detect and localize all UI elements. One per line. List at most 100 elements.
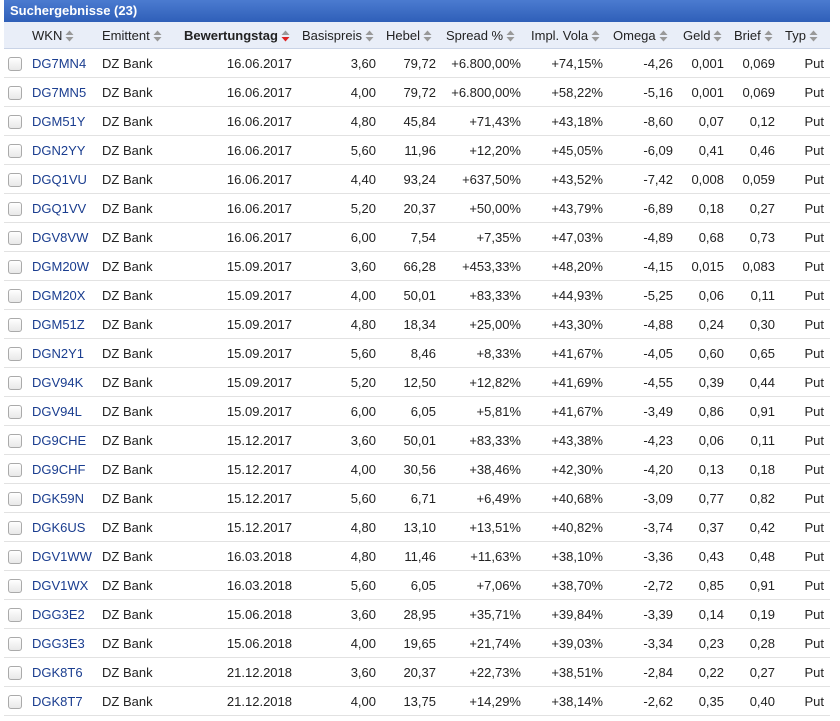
row-checkbox[interactable] xyxy=(8,346,22,361)
column-header[interactable]: Spread % xyxy=(442,22,527,49)
wkn-link[interactable]: DGK8T7 xyxy=(28,686,98,716)
cell: 16.06.2017 xyxy=(180,135,298,165)
wkn-link[interactable]: DGQ1VV xyxy=(28,193,98,223)
cell: 8,46 xyxy=(382,338,442,368)
cell: 5,60 xyxy=(298,483,382,513)
cell: Put xyxy=(781,280,830,310)
wkn-link[interactable]: DGM51Y xyxy=(28,106,98,136)
cell: -4,20 xyxy=(609,454,679,484)
cell: 0,60 xyxy=(679,338,730,368)
wkn-link[interactable]: DGG3E3 xyxy=(28,628,98,658)
wkn-link[interactable]: DGK8T6 xyxy=(28,657,98,687)
wkn-link[interactable]: DGV94L xyxy=(28,396,98,426)
row-checkbox[interactable] xyxy=(8,201,22,216)
cell: 16.06.2017 xyxy=(180,77,298,107)
wkn-link[interactable]: DGQ1VU xyxy=(28,164,98,194)
wkn-link[interactable]: DG7MN5 xyxy=(28,77,98,107)
wkn-link[interactable]: DGV8VW xyxy=(28,222,98,252)
cell: 0,27 xyxy=(730,193,781,223)
wkn-link[interactable]: DGG3E2 xyxy=(28,599,98,629)
cell: 0,48 xyxy=(730,541,781,571)
column-header[interactable]: Typ xyxy=(781,22,830,49)
cell: +45,05% xyxy=(527,135,609,165)
row-checkbox[interactable] xyxy=(8,462,22,477)
wkn-link[interactable]: DGN2YY xyxy=(28,135,98,165)
column-header[interactable]: WKN xyxy=(28,22,98,49)
row-checkbox[interactable] xyxy=(8,491,22,506)
row-checkbox[interactable] xyxy=(8,375,22,390)
column-header[interactable]: Hebel xyxy=(382,22,442,49)
cell: +44,93% xyxy=(527,280,609,310)
cell: 0,18 xyxy=(730,454,781,484)
cell: Put xyxy=(781,222,830,252)
row-checkbox[interactable] xyxy=(8,607,22,622)
row-checkbox[interactable] xyxy=(8,259,22,274)
cell: 45,84 xyxy=(382,106,442,136)
row-checkbox[interactable] xyxy=(8,56,22,71)
column-header[interactable]: Brief xyxy=(730,22,781,49)
results-table: WKN Emittent Bewertungstag Basispreis Hebel S… xyxy=(4,22,830,716)
wkn-link[interactable]: DGV1WX xyxy=(28,570,98,600)
column-header[interactable]: Emittent xyxy=(98,22,180,49)
cell: 6,71 xyxy=(382,483,442,513)
cell: +43,18% xyxy=(527,106,609,136)
row-checkbox[interactable] xyxy=(8,549,22,564)
column-header[interactable]: Bewertungstag xyxy=(180,22,298,49)
row-checkbox[interactable] xyxy=(8,143,22,158)
cell: 0,27 xyxy=(730,657,781,687)
column-header[interactable]: Omega xyxy=(609,22,679,49)
column-header[interactable]: Geld xyxy=(679,22,730,49)
wkn-link[interactable]: DGN2Y1 xyxy=(28,338,98,368)
wkn-link[interactable]: DGK59N xyxy=(28,483,98,513)
row-checkbox[interactable] xyxy=(8,636,22,651)
wkn-link[interactable]: DGM51Z xyxy=(28,309,98,339)
cell: +83,33% xyxy=(442,280,527,310)
cell: +7,35% xyxy=(442,222,527,252)
row-checkbox[interactable] xyxy=(8,85,22,100)
cell: -4,23 xyxy=(609,425,679,455)
cell: +48,20% xyxy=(527,251,609,281)
cell: 15.09.2017 xyxy=(180,338,298,368)
cell: 12,50 xyxy=(382,367,442,397)
cell: 0,06 xyxy=(679,425,730,455)
cell: DZ Bank xyxy=(98,396,180,426)
sort-icon xyxy=(506,30,515,42)
wkn-link[interactable]: DGV1WW xyxy=(28,541,98,571)
cell: 0,07 xyxy=(679,106,730,136)
row-checkbox[interactable] xyxy=(8,230,22,245)
result-row: DGN2Y1 DZ Bank 15.09.2017 5,60 8,46 +8,33% +41… xyxy=(4,338,830,368)
wkn-link[interactable]: DGM20W xyxy=(28,251,98,281)
wkn-link[interactable]: DGK6US xyxy=(28,512,98,542)
cell: +50,00% xyxy=(442,193,527,223)
wkn-link[interactable]: DGV94K xyxy=(28,367,98,397)
row-checkbox[interactable] xyxy=(8,114,22,129)
row-checkbox[interactable] xyxy=(8,665,22,680)
cell: 28,95 xyxy=(382,599,442,629)
cell: +47,03% xyxy=(527,222,609,252)
select-cell xyxy=(4,77,28,107)
row-checkbox[interactable] xyxy=(8,404,22,419)
row-checkbox[interactable] xyxy=(8,317,22,332)
wkn-link[interactable]: DG9CHE xyxy=(28,425,98,455)
row-checkbox[interactable] xyxy=(8,520,22,535)
cell: 15.12.2017 xyxy=(180,483,298,513)
row-checkbox[interactable] xyxy=(8,578,22,593)
wkn-link[interactable]: DG9CHF xyxy=(28,454,98,484)
row-checkbox[interactable] xyxy=(8,433,22,448)
column-header[interactable]: Impl. Vola xyxy=(527,22,609,49)
cell: +38,70% xyxy=(527,570,609,600)
table-body: DG7MN4 DZ Bank 16.06.2017 3,60 79,72 +6.800,0… xyxy=(4,48,830,716)
result-row: DGK6US DZ Bank 15.12.2017 4,80 13,10 +13,51% +… xyxy=(4,512,830,542)
wkn-link[interactable]: DG7MN4 xyxy=(28,48,98,78)
cell: +12,82% xyxy=(442,367,527,397)
cell: 0,35 xyxy=(679,686,730,716)
cell: 18,34 xyxy=(382,309,442,339)
row-checkbox[interactable] xyxy=(8,172,22,187)
row-checkbox[interactable] xyxy=(8,288,22,303)
cell: 21.12.2018 xyxy=(180,657,298,687)
wkn-link[interactable]: DGM20X xyxy=(28,280,98,310)
column-header[interactable]: Basispreis xyxy=(298,22,382,49)
row-checkbox[interactable] xyxy=(8,694,22,709)
result-row: DG7MN5 DZ Bank 16.06.2017 4,00 79,72 +6.800,0… xyxy=(4,77,830,107)
cell: 0,008 xyxy=(679,164,730,194)
